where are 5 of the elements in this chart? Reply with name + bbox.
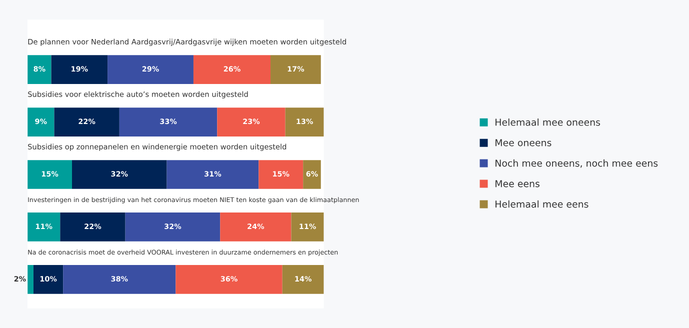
legend-label: Mee oneens	[496, 139, 552, 146]
legend-label: Mee eens	[496, 180, 540, 188]
legend-label: Helemaal mee eens	[496, 200, 588, 208]
legend-label: Noch mee oneens, noch mee eens	[496, 159, 658, 168]
legend-label: Helemaal mee oneens	[496, 118, 600, 126]
